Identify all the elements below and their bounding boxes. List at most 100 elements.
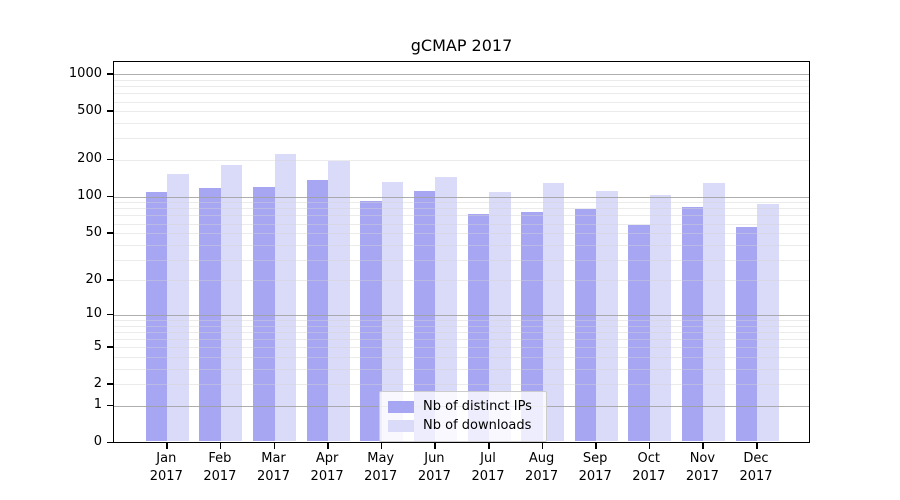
y-tick-200 [107,158,113,161]
x-tick-nov [702,443,704,449]
x-tick-feb [219,443,222,449]
bar-nb-of-downloads-apr [328,160,350,441]
bar-nb-of-distinct-ips-jun [413,190,436,441]
y-tick-50 [107,232,113,234]
gridline-minor-300 [114,138,809,140]
y-tick-label-20: 20 [85,271,102,287]
x-tick-label-mar: Mar 2017 [244,450,304,486]
y-tick-5 [107,346,113,348]
legend-label-downloads: Nb of downloads [423,418,532,433]
x-tick-year: 2017 [203,469,237,484]
bar-nb-of-downloads-may [381,181,404,441]
gridline-minor-80 [114,208,809,210]
x-tick-aug [541,443,544,449]
bar-nb-of-downloads-mar [274,154,296,441]
x-tick-month: Jul [480,451,496,466]
y-tick-2 [107,383,113,385]
y-tick-label-100: 100 [77,188,102,204]
y-tick-label-10: 10 [85,306,102,322]
x-tick-label-jan: Jan 2017 [136,450,196,486]
x-tick-month: Nov [689,451,716,466]
x-tick-year: 2017 [525,469,559,484]
bar-nb-of-distinct-ips-may [360,201,382,441]
x-tick-sep [595,443,597,449]
y-tick-label-1: 1 [93,397,102,413]
bar-nb-of-downloads-dec [757,204,779,441]
y-tick-label-2: 2 [93,375,102,391]
y-tick-label-500: 500 [77,102,102,118]
gridline-minor-8 [114,325,809,327]
x-tick-year: 2017 [256,469,291,484]
x-tick-month: Feb [208,451,232,466]
bar-nb-of-distinct-ips-jul [467,214,489,441]
gridline-minor-50 [114,233,809,234]
x-tick-month: Jan [156,451,177,466]
bar-nb-of-downloads-jul [489,192,511,441]
x-tick-jul [488,443,490,449]
gridline-minor-3 [114,368,809,370]
gridline-minor-700 [114,93,809,95]
x-tick-month: Dec [743,451,769,466]
x-tick-month: Sep [582,451,608,466]
gridline-minor-500 [114,111,809,113]
legend-swatch-downloads [388,419,414,432]
x-tick-label-apr: Apr 2017 [297,450,357,486]
gridline-minor-4 [114,356,809,358]
gridline-minor-60 [114,223,809,225]
y-tick-label-200: 200 [77,151,102,167]
x-tick-label-aug: Aug 2017 [512,450,572,486]
bar-nb-of-downloads-aug [542,183,565,441]
y-tick-1000 [107,73,113,75]
bar-nb-of-downloads-jun [435,177,457,441]
x-tick-jan [166,443,168,449]
x-tick-label-jul: Jul 2017 [458,450,518,486]
gridline-minor-9 [114,319,809,321]
bar-nb-of-downloads-oct [649,195,672,441]
x-tick-mar [273,443,276,449]
bar-nb-of-distinct-ips-apr [306,179,329,441]
x-tick-year: 2017 [364,469,398,484]
gridline-minor-7 [114,331,809,333]
gridline-minor-2 [114,384,809,386]
legend-swatch-distinct-ips [388,400,414,413]
y-tick-0 [107,441,113,444]
gridline-minor-5 [114,347,809,349]
x-tick-dec [756,443,758,449]
gridline-minor-70 [114,215,809,217]
x-tick-month: Oct [637,451,661,466]
x-tick-year: 2017 [578,469,612,484]
bar-nb-of-downloads-jan [167,174,189,441]
x-tick-label-nov: Nov 2017 [672,450,732,486]
bar-nb-of-distinct-ips-dec [735,227,757,441]
gridline-major-1000 [114,74,809,76]
x-tick-year: 2017 [685,469,719,484]
bar-nb-of-distinct-ips-feb [199,187,221,441]
gridline-minor-200 [114,159,809,161]
y-tick-label-5: 5 [93,338,102,354]
bar-nb-of-downloads-nov [703,183,725,441]
x-tick-year: 2017 [417,469,451,484]
y-tick-10 [107,313,113,316]
gridline-minor-6 [114,338,809,340]
x-tick-month: Jun [424,451,445,466]
gridline-minor-20 [114,280,809,282]
bar-nb-of-downloads-sep [596,191,618,441]
x-tick-may [380,443,383,449]
bar-nb-of-distinct-ips-jan [145,192,168,441]
gridline-minor-800 [114,86,809,88]
x-tick-label-may: May 2017 [351,450,411,486]
legend: Nb of distinct IPs Nb of downloads [379,391,547,442]
x-tick-month: Apr [315,451,339,466]
y-tick-label-0: 0 [93,434,102,450]
y-tick-label-50: 50 [85,224,102,240]
x-tick-year: 2017 [632,469,666,484]
y-tick-1 [107,404,113,407]
y-tick-500 [107,110,113,112]
bar-nb-of-distinct-ips-oct [628,224,650,441]
y-tick-100 [107,195,113,198]
x-tick-year: 2017 [739,469,773,484]
plot-area: Nb of distinct IPs Nb of downloads [113,61,810,443]
gridline-minor-600 [114,101,809,103]
gridline-major-100 [114,196,809,198]
